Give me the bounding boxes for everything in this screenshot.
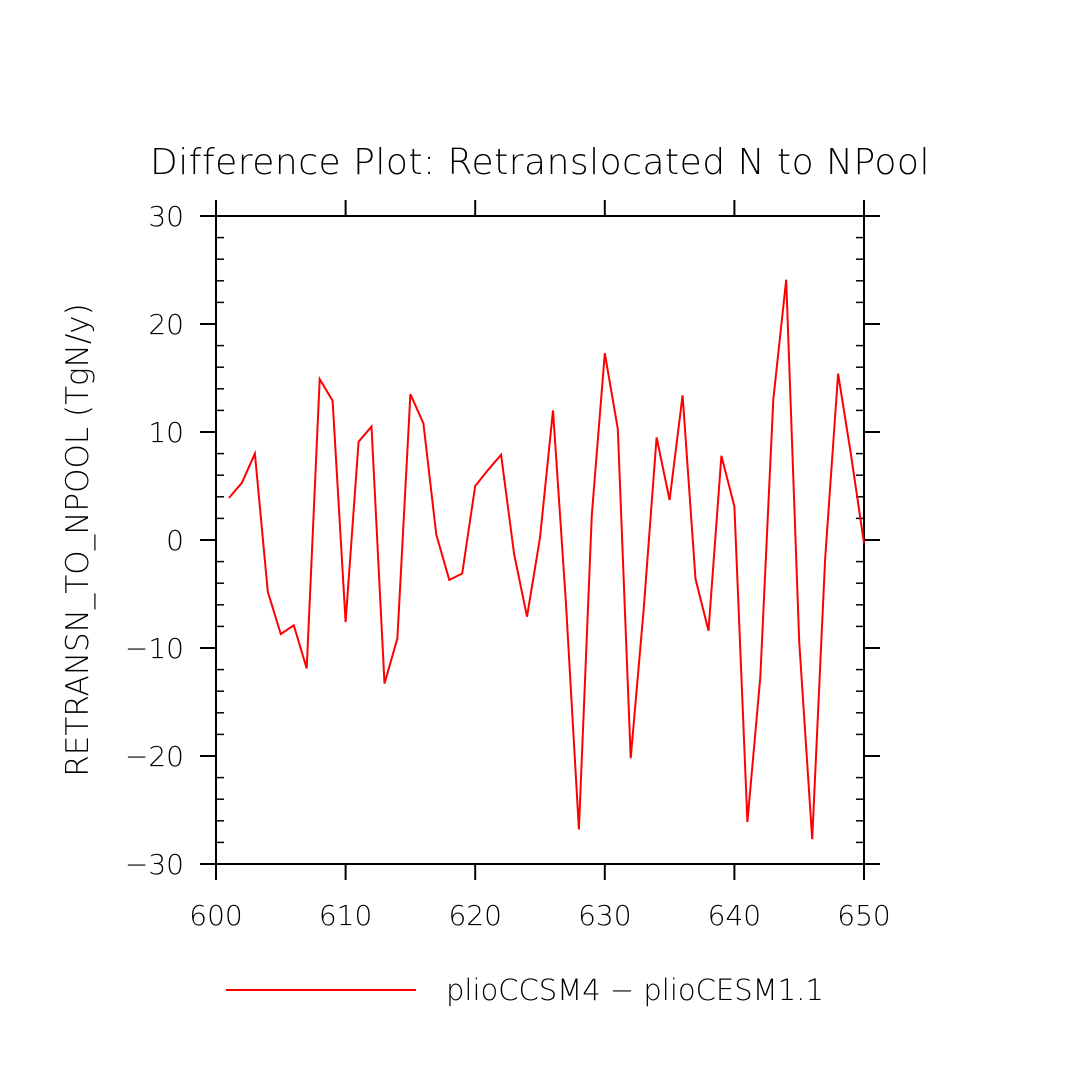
y-tick-label: 20: [148, 308, 184, 341]
series-line: [228, 279, 865, 840]
y-axis-title: RETRANSN_TO_NPOOL (TgN/y): [60, 303, 96, 776]
x-tick-label: 650: [837, 899, 890, 932]
legend: plioCCSM4 − plioCESM1.1: [226, 973, 824, 1007]
y-tick-label: 0: [166, 524, 184, 557]
legend-series-label: plioCCSM4 − plioCESM1.1: [446, 973, 824, 1007]
y-tick-label: −30: [125, 848, 184, 881]
y-tick-label: 30: [148, 200, 184, 233]
y-tick-label: 10: [148, 416, 184, 449]
x-tick-label: 600: [189, 899, 242, 932]
y-tick-label: −20: [125, 740, 184, 773]
x-tick-label: 620: [448, 899, 501, 932]
x-tick-label: 640: [708, 899, 761, 932]
series-layer: [228, 279, 865, 840]
tick-labels: 600 610 620 630 640 650 −30 −20 −10 0 10 20 30: [125, 200, 891, 932]
chart-title: Difference Plot: Retranslocated N to NPo…: [150, 142, 930, 183]
x-tick-label: 630: [578, 899, 631, 932]
x-tick-label: 610: [319, 899, 372, 932]
y-tick-label: −10: [125, 632, 184, 665]
